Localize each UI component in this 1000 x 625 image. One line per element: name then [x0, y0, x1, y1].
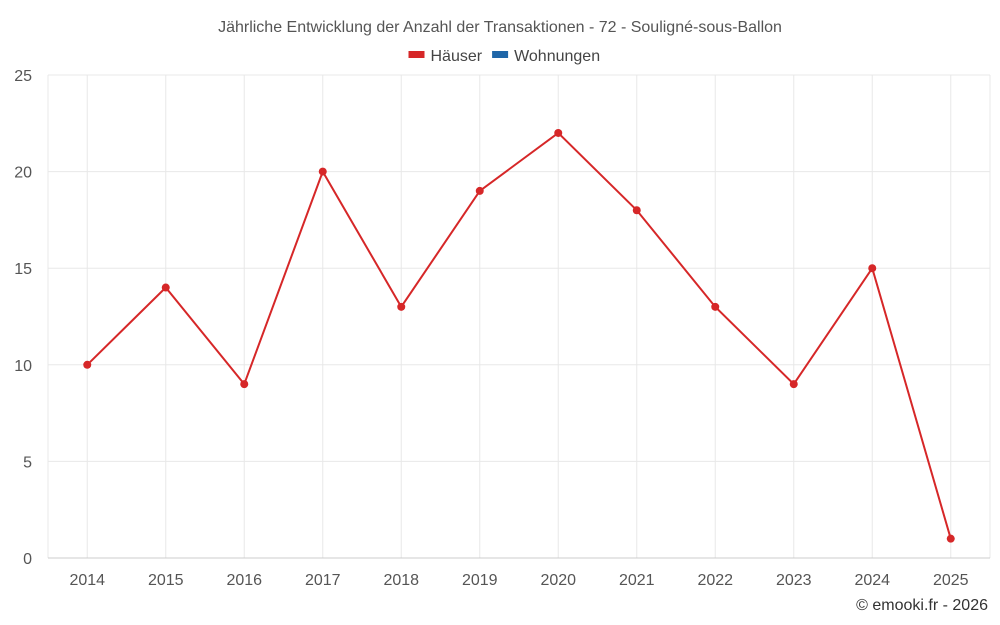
data-point[interactable] [475, 186, 484, 195]
legend-swatch [408, 51, 425, 58]
x-tick-label: 2025 [933, 572, 969, 589]
y-tick-label: 20 [14, 165, 32, 182]
data-point[interactable] [161, 283, 170, 292]
legend-label[interactable]: Häuser [431, 48, 483, 65]
x-tick-label: 2015 [148, 572, 184, 589]
data-point[interactable] [83, 360, 92, 369]
y-tick-label: 5 [23, 454, 32, 471]
y-tick-label: 15 [14, 261, 32, 278]
data-point[interactable] [397, 302, 406, 311]
x-axis-ticks: 2014 2015 2016 2017 2018 2019 2020 2021 2022 2023… [69, 572, 968, 589]
y-tick-label: 10 [14, 358, 32, 375]
data-point[interactable] [318, 167, 327, 176]
y-tick-label: 25 [14, 68, 32, 85]
x-tick-label: 2022 [697, 572, 733, 589]
data-point[interactable] [711, 302, 720, 311]
data-point[interactable] [554, 128, 563, 137]
x-tick-label: 2018 [383, 572, 419, 589]
legend-label[interactable]: Wohnungen [514, 48, 600, 65]
y-tick-label: 0 [23, 551, 32, 568]
x-tick-label: 2023 [776, 572, 812, 589]
series-line-0 [86, 131, 952, 539]
data-point[interactable] [789, 380, 798, 389]
data-point[interactable] [868, 264, 877, 273]
legend-swatch [492, 51, 509, 58]
data-point[interactable] [946, 534, 955, 543]
x-tick-label: 2016 [226, 572, 262, 589]
data-point[interactable] [632, 206, 641, 215]
x-tick-label: 2014 [69, 572, 105, 589]
legend: Häuser Wohnungen [408, 48, 600, 65]
x-tick-label: 2024 [854, 572, 890, 589]
credit-text: © emooki.fr - 2026 [856, 597, 988, 614]
data-point[interactable] [240, 380, 249, 389]
chart-title: Jährliche Entwicklung der Anzahl der Tra… [218, 19, 782, 36]
y-axis-ticks: 0 5 10 15 20 25 [14, 68, 32, 568]
series-group [83, 128, 955, 543]
x-tick-label: 2021 [619, 572, 655, 589]
x-tick-label: 2017 [305, 572, 341, 589]
x-tick-label: 2019 [462, 572, 498, 589]
grid [47, 74, 991, 559]
x-tick-label: 2020 [540, 572, 576, 589]
